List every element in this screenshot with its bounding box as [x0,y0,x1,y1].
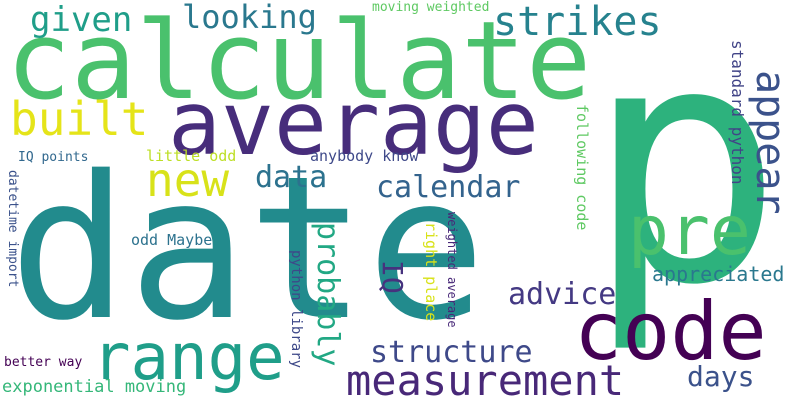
word-moving-weighted: moving weighted [372,0,490,15]
word-measurement: measurement [346,356,625,400]
word-data: data [255,160,328,195]
word-looking: looking [182,0,317,36]
word-little-odd: little odd [146,147,237,165]
word-iq-points: IQ points [18,150,89,165]
word-python-library: python library [288,250,304,369]
word-given: given [30,0,133,40]
word-following-code: following code [573,104,591,231]
word-p: p [585,0,784,357]
word-exponential-moving: exponential moving [2,377,187,397]
word-advice: advice [508,277,617,312]
word-date: date [9,133,486,364]
word-pre: pre [628,192,751,271]
word-anybody-know: anybody know [310,147,419,165]
word-strikes: strikes [493,0,662,45]
word-appear: appear [747,70,793,215]
word-appreciated: appreciated [652,262,785,286]
word-calculate: calculate [6,0,592,124]
word-average: average [168,72,539,175]
word-code: code [574,285,767,378]
word-odd-maybe: odd Maybe [131,231,213,249]
word-structure: structure [370,335,533,370]
word-datetime-import: datetime import [5,170,20,288]
word-iq: IQ [376,260,409,294]
word-probably: probably [310,222,345,367]
word-calendar: calendar [376,170,521,205]
word-better-way: better way [4,355,83,370]
word-right-place: right place [422,222,440,322]
word-standard-python: standard python [728,40,747,185]
word-built: built [10,92,149,146]
word-days: days [687,360,755,393]
word-range: range [92,321,285,395]
word-weighted-average: weighted average [445,212,459,328]
word-new: new [146,153,230,207]
